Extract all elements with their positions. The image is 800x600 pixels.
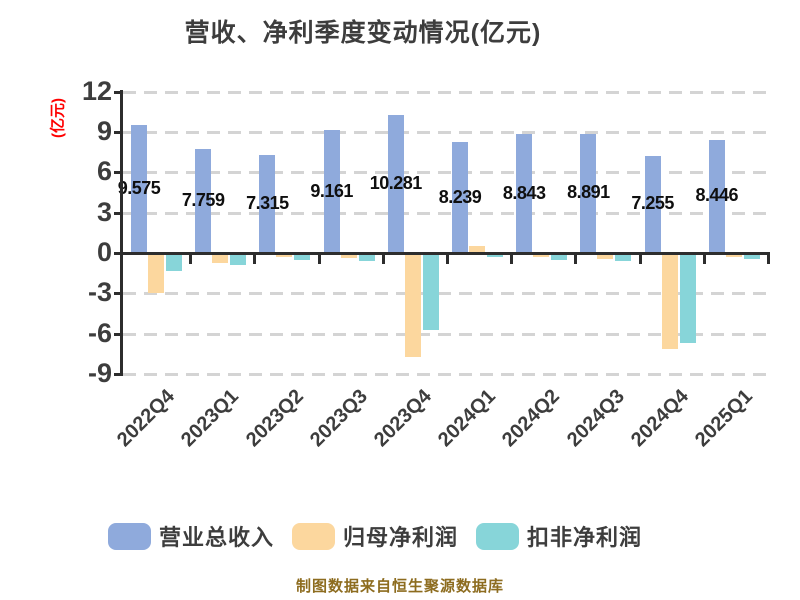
bar-value-label: 9.161 (310, 180, 353, 201)
y-axis-tick (114, 252, 123, 255)
chart-bar-2023Q3 (341, 254, 357, 259)
chart-bar-2023Q4 (423, 254, 439, 331)
gridline (123, 211, 770, 215)
legend-item-revenue: 营业总收入 (108, 520, 274, 552)
y-axis-tick (114, 90, 123, 94)
y-axis-tick (114, 292, 123, 296)
gridline (123, 372, 770, 376)
x-axis-tick (767, 254, 770, 264)
x-axis-zero-line (120, 252, 770, 255)
chart-bar-2023Q1 (230, 254, 246, 265)
bar-value-label: 8.843 (502, 182, 546, 203)
data-source-footer: 制图数据来自恒生聚源数据库 (295, 578, 504, 595)
bar-value-label: 9.575 (117, 177, 161, 198)
chart-bar-2023Q2 (294, 254, 310, 261)
x-axis-tick (317, 254, 321, 264)
bar-value-label: 8.446 (695, 185, 739, 206)
y-tick-label: -3 (87, 277, 112, 308)
y-tick-label: 3 (96, 196, 112, 227)
y-axis-line (120, 89, 123, 376)
y-axis-tick (114, 372, 123, 376)
chart-bar-2023Q4 (405, 254, 421, 358)
chart-bar-2025Q1 (726, 254, 742, 258)
gridline (123, 292, 770, 296)
chart-bar-2023Q3 (324, 130, 340, 253)
chart-bar-2024Q4 (680, 254, 696, 343)
gridline (123, 171, 770, 175)
legend-item-net-profit: 归母净利润 (292, 520, 458, 552)
x-axis-tick (702, 254, 706, 264)
y-axis-tick (114, 332, 123, 336)
x-axis-tick (381, 254, 385, 264)
chart-bar-2024Q3 (580, 133, 596, 253)
legend-label-non-gaap: 扣非净利润 (527, 525, 643, 550)
y-tick-label: 0 (96, 237, 112, 267)
bar-value-label: 7.315 (246, 192, 289, 213)
chart-bar-2023Q1 (212, 254, 228, 263)
chart-bar-2025Q1 (709, 139, 725, 253)
chart-bar-2023Q2 (276, 254, 292, 258)
y-tick-label: -9 (87, 357, 112, 388)
chart-bar-2024Q2 (516, 134, 532, 253)
chart-bar-2024Q3 (615, 254, 631, 261)
bar-value-label: 10.281 (369, 173, 423, 193)
gridline (123, 90, 770, 94)
net-profit-swatch-icon (292, 522, 336, 550)
gridline (123, 332, 770, 336)
chart-bar-2024Q4 (662, 254, 678, 350)
y-axis-tick (114, 211, 123, 215)
chart-bar-2024Q4 (645, 155, 661, 253)
legend-label-net-profit: 归母净利润 (343, 525, 459, 550)
chart-bar-2024Q1 (487, 254, 503, 258)
chart-bar-2023Q3 (359, 254, 375, 262)
x-axis-tick (189, 254, 193, 264)
bar-value-label: 8.239 (438, 186, 482, 207)
x-axis-tick (510, 254, 514, 264)
non-gaap-swatch-icon (476, 522, 520, 550)
revenue-swatch-icon (108, 522, 151, 550)
y-tick-label: 9 (96, 116, 112, 147)
x-axis-tick (446, 254, 449, 264)
chart-bar-2022Q4 (148, 254, 164, 293)
chart-bar-2024Q1 (469, 246, 485, 253)
chart-bar-2022Q4 (166, 254, 182, 272)
chart-bar-2023Q4 (388, 115, 404, 253)
legend: 营业总收入 归母净利润 扣非净利润 (108, 520, 642, 552)
x-axis-tick (638, 254, 642, 264)
bar-value-label: 8.891 (567, 182, 610, 203)
chart-bar-2022Q4 (131, 124, 147, 253)
chart-title: 营收、净利季度变动情况(亿元) (184, 19, 542, 47)
chart-bar-2024Q2 (533, 254, 549, 258)
bar-value-label: 7.759 (181, 189, 225, 210)
y-axis-tick (114, 131, 123, 135)
chart-bar-2023Q1 (195, 148, 211, 253)
chart-bar-2023Q2 (259, 154, 275, 253)
y-tick-label: 6 (96, 156, 112, 187)
bar-value-label: 7.255 (631, 193, 674, 214)
chart-bar-2024Q3 (597, 254, 613, 259)
gridline (123, 131, 770, 135)
chart-bar-2024Q1 (452, 142, 468, 253)
y-tick-label: 12 (81, 75, 112, 106)
chart-bar-2024Q2 (551, 254, 567, 261)
x-axis-tick (574, 254, 578, 264)
x-axis-tick (253, 254, 257, 264)
legend-item-non-gaap: 扣非净利润 (476, 520, 642, 552)
y-axis-tick (114, 171, 123, 175)
chart-bar-2025Q1 (744, 254, 760, 259)
y-tick-label: -6 (87, 317, 112, 348)
legend-label-revenue: 营业总收入 (159, 525, 275, 550)
